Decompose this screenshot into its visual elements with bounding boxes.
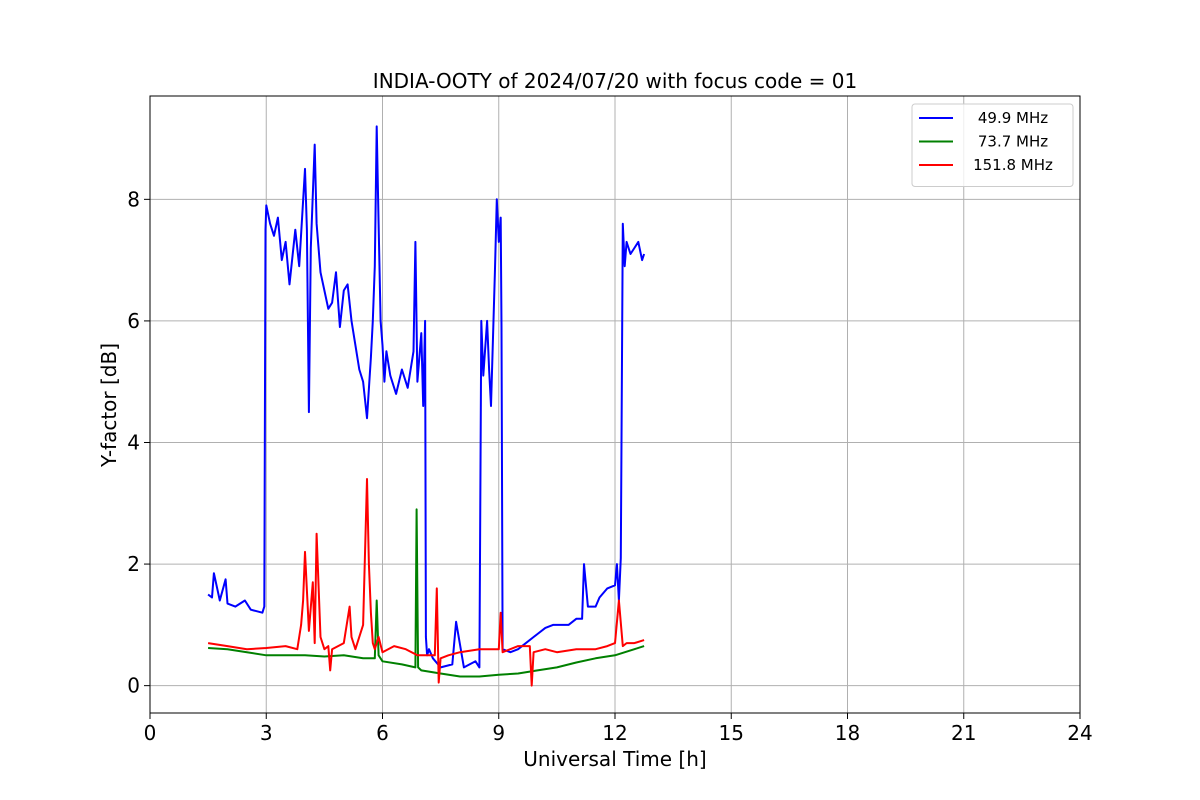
x-tick-label: 18 <box>835 721 860 745</box>
x-tick-label: 15 <box>719 721 744 745</box>
legend: 49.9 MHz 73.7 MHz 151.8 MHz <box>911 103 1074 187</box>
legend-label: 49.9 MHz <box>978 109 1048 127</box>
x-tick-label: 12 <box>602 721 627 745</box>
plot-area <box>207 125 646 687</box>
y-tick-label: 6 <box>127 309 140 333</box>
y-axis-label: Y-factor [dB] <box>97 343 121 468</box>
x-axis: 0 3 6 9 12 15 18 21 24 <box>144 713 1093 745</box>
legend-label: 151.8 MHz <box>973 156 1053 174</box>
x-tick-label: 21 <box>951 721 976 745</box>
series-line-73-7-mhz <box>208 508 645 678</box>
grid <box>149 96 1081 713</box>
x-tick-label: 24 <box>1067 721 1092 745</box>
x-tick-label: 0 <box>144 721 157 745</box>
series-line-151-8-mhz <box>207 478 645 687</box>
x-axis-label: Universal Time [h] <box>523 747 706 771</box>
y-tick-label: 4 <box>127 430 140 454</box>
y-tick-label: 2 <box>127 552 140 576</box>
y-axis: 0 2 4 6 8 <box>127 187 150 698</box>
x-tick-label: 3 <box>260 721 273 745</box>
legend-label: 73.7 MHz <box>978 133 1048 151</box>
y-tick-label: 8 <box>127 187 140 211</box>
x-tick-label: 9 <box>492 721 505 745</box>
chart-title: INDIA-OOTY of 2024/07/20 with focus code… <box>373 69 857 93</box>
series-line-49-9-mhz <box>207 125 646 669</box>
y-tick-label: 0 <box>127 674 140 698</box>
x-tick-label: 6 <box>376 721 389 745</box>
